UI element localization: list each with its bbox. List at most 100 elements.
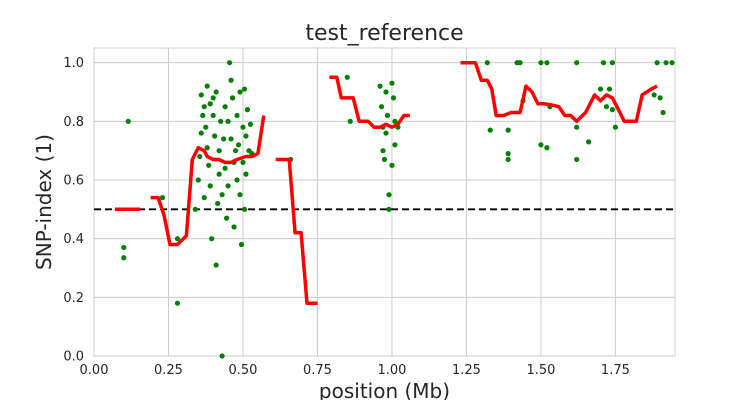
snp-point [585, 139, 592, 145]
trend-segment [275, 157, 318, 305]
snp-point [380, 148, 386, 154]
snp-point [212, 133, 218, 139]
snp-point [600, 60, 607, 66]
trend-segment [460, 60, 658, 124]
snp-point [231, 224, 237, 230]
snp-point [651, 92, 657, 98]
snp-point [159, 195, 166, 201]
snp-point [210, 95, 216, 101]
snp-point [660, 109, 666, 116]
x-tick-label: 0.75 [303, 363, 332, 378]
snp-point [505, 156, 511, 163]
snp-point [384, 112, 391, 119]
snp-point [612, 124, 619, 130]
snp-point [232, 148, 239, 154]
snp-point [234, 177, 240, 183]
snp-point [210, 112, 216, 119]
snp-point [228, 77, 234, 83]
snp-point [381, 156, 388, 163]
snp-point [192, 206, 198, 212]
snp-point [174, 300, 181, 306]
snp-point [386, 192, 392, 198]
snp-point [243, 133, 249, 139]
snp-point [200, 112, 206, 119]
snp-point [240, 124, 246, 130]
snp-point [574, 124, 580, 130]
snp-point [235, 142, 242, 148]
snp-point [226, 60, 233, 66]
snp-point [609, 107, 616, 113]
snp-point [389, 162, 395, 168]
y-tick-label: 0.8 [63, 115, 84, 130]
snp-point [219, 353, 225, 359]
snp-point [197, 153, 203, 160]
x-tick-label: 1.00 [377, 363, 406, 378]
snp-point [544, 60, 550, 66]
y-tick-label: 0.0 [63, 350, 84, 365]
snp-point [216, 148, 222, 154]
snp-point [223, 215, 230, 221]
snp-point [237, 89, 243, 95]
y-tick-labels: 0.0 0.2 0.4 0.6 0.8 1.0 [63, 56, 84, 364]
x-tick-label: 1.75 [601, 363, 630, 378]
snp-point [219, 192, 225, 198]
snp-point [121, 244, 127, 251]
snp-point [213, 89, 219, 95]
snp-point [517, 60, 523, 66]
snp-point [222, 165, 228, 171]
snp-point [241, 86, 248, 92]
snp-point [244, 107, 251, 113]
snp-point [247, 121, 254, 127]
snp-point [505, 127, 511, 133]
snp-point [609, 60, 616, 66]
snp-point [347, 118, 353, 124]
x-tick-label: 1.50 [526, 363, 555, 378]
snp-point [392, 142, 398, 148]
x-tick-label: 0.50 [228, 363, 257, 378]
snp-point [222, 104, 228, 110]
snp-point [125, 118, 131, 124]
snp-point [228, 136, 234, 142]
trend-lines [114, 60, 658, 305]
snp-point [213, 262, 219, 268]
x-tick-label: 1.25 [452, 363, 481, 378]
snp-point [225, 183, 231, 189]
trend-segment [329, 75, 410, 129]
snp-point [207, 101, 213, 107]
snp-point [603, 104, 610, 110]
snp-point [215, 200, 221, 207]
snp-point [174, 236, 181, 242]
snp-point [606, 86, 613, 92]
x-tick-labels: 0.00 0.25 0.50 0.75 1.00 1.25 1.50 1.75 [80, 363, 630, 378]
plot-background [94, 48, 675, 356]
y-tick-label: 0.6 [63, 174, 84, 189]
plot-border [93, 47, 676, 357]
snp-point [390, 95, 397, 101]
snp-point [487, 127, 493, 133]
snp-point [243, 171, 249, 177]
snp-point [198, 130, 204, 136]
y-axis-label: SNP-index (1) [32, 134, 56, 270]
snp-point [663, 60, 669, 66]
snp-point [669, 60, 675, 66]
snp-point [389, 80, 395, 86]
y-tick-label: 0.4 [63, 232, 84, 247]
snp-point [121, 255, 127, 261]
snp-point [377, 83, 383, 89]
snp-point [597, 86, 604, 92]
snp-point [241, 206, 248, 212]
snp-point [204, 145, 210, 151]
snp-point [216, 171, 222, 177]
snp-point [240, 159, 246, 165]
snp-point [218, 118, 224, 124]
snp-point [378, 104, 385, 110]
snp-point [538, 60, 544, 66]
snp-point [505, 151, 511, 157]
data-points [121, 60, 675, 359]
x-tick-label: 0.00 [80, 363, 109, 378]
snp-point [201, 195, 207, 201]
y-tick-label: 0.2 [63, 291, 84, 306]
snp-point [538, 142, 544, 148]
snp-point [383, 130, 389, 136]
